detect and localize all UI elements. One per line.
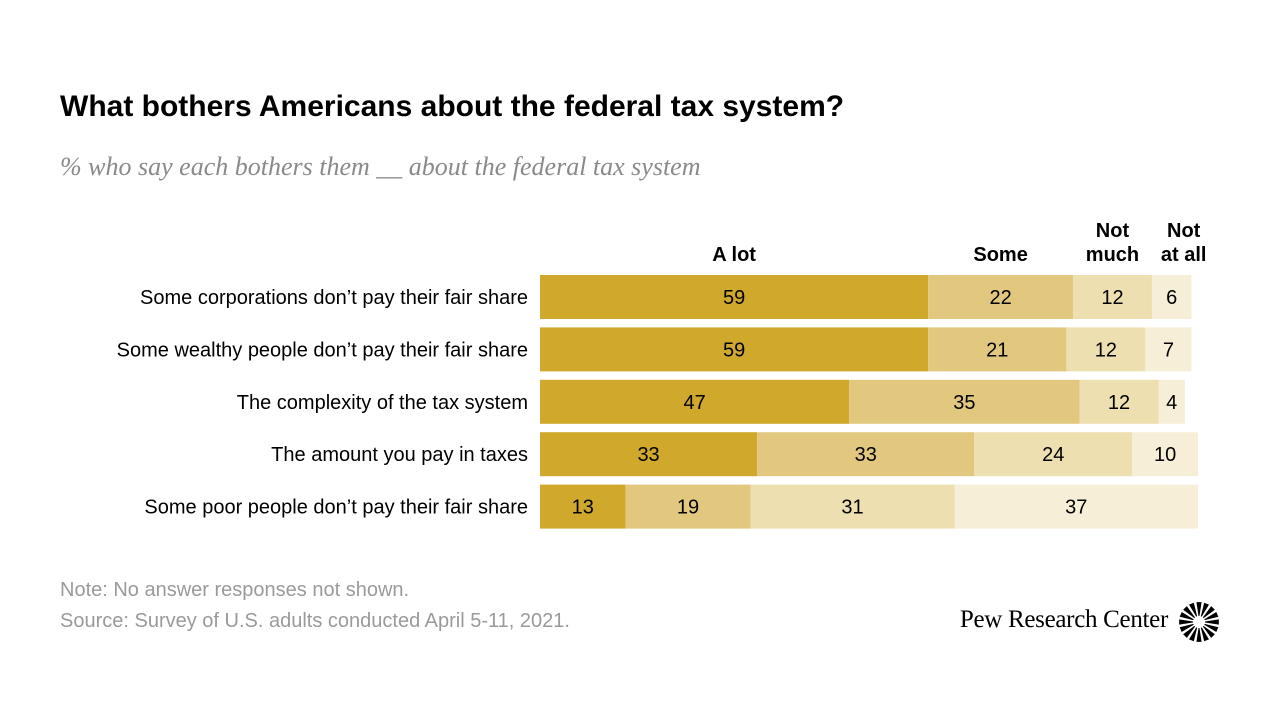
data-label-a-lot-row-1: 59 xyxy=(723,287,745,309)
legend-header-not-much-line-1: Not xyxy=(1096,220,1130,242)
bar-not-at-all-row-3 xyxy=(1158,379,1185,424)
data-label-not-at-all-row-2: 7 xyxy=(1163,339,1174,361)
note-text: Note: No answer responses not shown. xyxy=(60,579,410,601)
bar-not-much-row-4 xyxy=(974,432,1133,477)
bar-not-at-all-row-2 xyxy=(1145,327,1192,372)
legend-header-not-at-all-line-2: at all xyxy=(1161,244,1207,266)
bar-not-much-row-1 xyxy=(1072,275,1152,319)
data-label-some-row-5: 19 xyxy=(677,497,699,519)
data-label-a-lot-row-2: 59 xyxy=(723,339,745,361)
data-label-a-lot-row-5: 13 xyxy=(572,497,594,519)
bar-not-much-row-2 xyxy=(1066,327,1146,372)
brand-name: Pew Research Center xyxy=(959,606,1168,633)
bar-not-at-all-row-5 xyxy=(954,484,1198,529)
bar-a-lot-row-3 xyxy=(540,379,850,424)
legend-header-not-at-all-line-1: Not xyxy=(1167,220,1201,242)
category-label-4: The amount you pay in taxes xyxy=(271,444,528,466)
data-label-a-lot-row-3: 47 xyxy=(684,392,706,414)
legend-header-some: Some xyxy=(973,244,1027,266)
data-label-not-at-all-row-4: 10 xyxy=(1154,444,1176,466)
data-label-some-row-4: 33 xyxy=(855,444,877,466)
category-label-5: Some poor people don’t pay their fair sh… xyxy=(144,497,528,519)
bar-some-row-5 xyxy=(625,484,751,529)
data-label-a-lot-row-4: 33 xyxy=(637,444,659,466)
data-label-not-at-all-row-1: 6 xyxy=(1166,287,1177,309)
category-label-2: Some wealthy people don’t pay their fair… xyxy=(117,339,528,361)
bar-some-row-1 xyxy=(928,275,1073,319)
bar-not-at-all-row-1 xyxy=(1151,275,1192,319)
legend-header-not-much-line-2: much xyxy=(1086,244,1139,266)
category-label-3: The complexity of the tax system xyxy=(237,392,528,414)
bar-not-much-row-5 xyxy=(750,484,955,529)
chart-title: What bothers Americans about the federal… xyxy=(60,90,845,123)
category-label-1: Some corporations don’t pay their fair s… xyxy=(140,287,528,309)
data-label-some-row-2: 21 xyxy=(986,339,1008,361)
bar-not-much-row-3 xyxy=(1079,379,1159,424)
data-label-not-much-row-2: 12 xyxy=(1095,339,1117,361)
source-text: Source: Survey of U.S. adults conducted … xyxy=(60,610,570,632)
data-label-some-row-3: 35 xyxy=(953,392,975,414)
data-label-not-much-row-5: 31 xyxy=(841,497,863,519)
data-label-not-at-all-row-5: 37 xyxy=(1065,497,1087,519)
data-label-some-row-1: 22 xyxy=(989,287,1011,309)
bar-a-lot-row-1 xyxy=(540,275,929,319)
bar-a-lot-row-4 xyxy=(540,432,758,477)
data-label-not-much-row-4: 24 xyxy=(1042,444,1064,466)
data-label-not-much-row-1: 12 xyxy=(1101,287,1123,309)
data-label-not-at-all-row-3: 4 xyxy=(1166,392,1177,414)
bar-some-row-4 xyxy=(757,432,975,477)
bar-some-row-2 xyxy=(928,327,1067,372)
bar-some-row-3 xyxy=(849,379,1080,424)
chart-subtitle: % who say each bothers them __ about the… xyxy=(60,152,701,181)
data-label-not-much-row-3: 12 xyxy=(1108,392,1130,414)
legend-header-a-lot: A lot xyxy=(712,244,756,266)
bar-a-lot-row-2 xyxy=(540,327,929,372)
pew-sunburst-logo-icon xyxy=(1179,602,1219,642)
bar-a-lot-row-5 xyxy=(540,484,626,529)
bar-not-at-all-row-4 xyxy=(1132,432,1198,477)
